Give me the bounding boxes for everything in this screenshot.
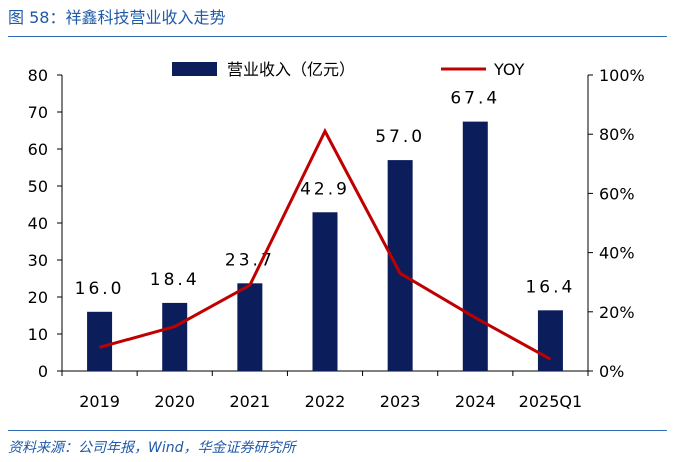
bar-revenue xyxy=(87,311,113,371)
legend-label-yoy: YOY xyxy=(493,60,525,79)
bar-value-label: 16.4 xyxy=(525,277,575,297)
x-axis-tick-label: 2025Q1 xyxy=(519,392,583,411)
right-axis-tick-label: 20% xyxy=(599,303,635,322)
title-rule xyxy=(8,36,667,37)
bar-value-label: 16.0 xyxy=(75,279,125,299)
x-axis-tick-label: 2020 xyxy=(154,392,195,411)
bar-value-label: 67.4 xyxy=(450,89,500,109)
bar-value-label: 23.7 xyxy=(225,250,275,270)
x-axis-tick-label: 2022 xyxy=(305,392,346,411)
bar-revenue xyxy=(462,121,488,372)
yoy-line-group xyxy=(99,127,552,361)
left-axis-tick-label: 0 xyxy=(38,362,48,381)
left-axis-tick-label: 50 xyxy=(28,177,48,196)
axes: 0 10 20 30 40 50 60 70 80 0% 20% 40% 60% 80% 100% 2019 2… xyxy=(28,66,645,411)
bar-revenue xyxy=(162,302,188,371)
bar-value-label: 18.4 xyxy=(150,270,200,290)
left-axis-tick-label: 10 xyxy=(28,325,48,344)
legend-label-revenue: 营业收入（亿元） xyxy=(227,60,355,79)
x-axis-tick-label: 2023 xyxy=(380,392,421,411)
bar-revenue xyxy=(537,310,563,371)
left-axis-tick-label: 60 xyxy=(28,140,48,159)
legend: 营业收入（亿元） YOY xyxy=(172,60,525,79)
left-axis-tick-label: 20 xyxy=(28,288,48,307)
bars xyxy=(87,121,563,372)
bar-revenue xyxy=(387,160,413,371)
left-axis-tick-label: 70 xyxy=(28,103,48,122)
x-axis-tick-label: 2024 xyxy=(455,392,496,411)
left-axis-tick-label: 40 xyxy=(28,214,48,233)
x-axis-tick-label: 2021 xyxy=(229,392,270,411)
right-axis-tick-label: 100% xyxy=(599,66,645,85)
source-rule xyxy=(8,430,667,431)
figure-title: 图 58：祥鑫科技营业收入走势 xyxy=(8,8,226,27)
left-axis-tick-label: 80 xyxy=(28,66,48,85)
bar-value-label: 57.0 xyxy=(375,127,425,147)
right-axis-tick-label: 60% xyxy=(599,184,635,203)
right-axis-tick-label: 80% xyxy=(599,125,635,144)
x-axis-tick-label: 2019 xyxy=(79,392,120,411)
left-axis-tick-label: 30 xyxy=(28,251,48,270)
right-axis-tick-label: 40% xyxy=(599,244,635,263)
bar-revenue xyxy=(237,283,263,371)
bar-value-label: 42.9 xyxy=(300,179,350,199)
bar-revenue xyxy=(312,212,338,371)
source-note: 资料来源：公司年报，Wind，华金证券研究所 xyxy=(8,440,296,456)
right-axis-tick-label: 0% xyxy=(599,362,624,381)
legend-swatch-revenue xyxy=(172,62,217,76)
